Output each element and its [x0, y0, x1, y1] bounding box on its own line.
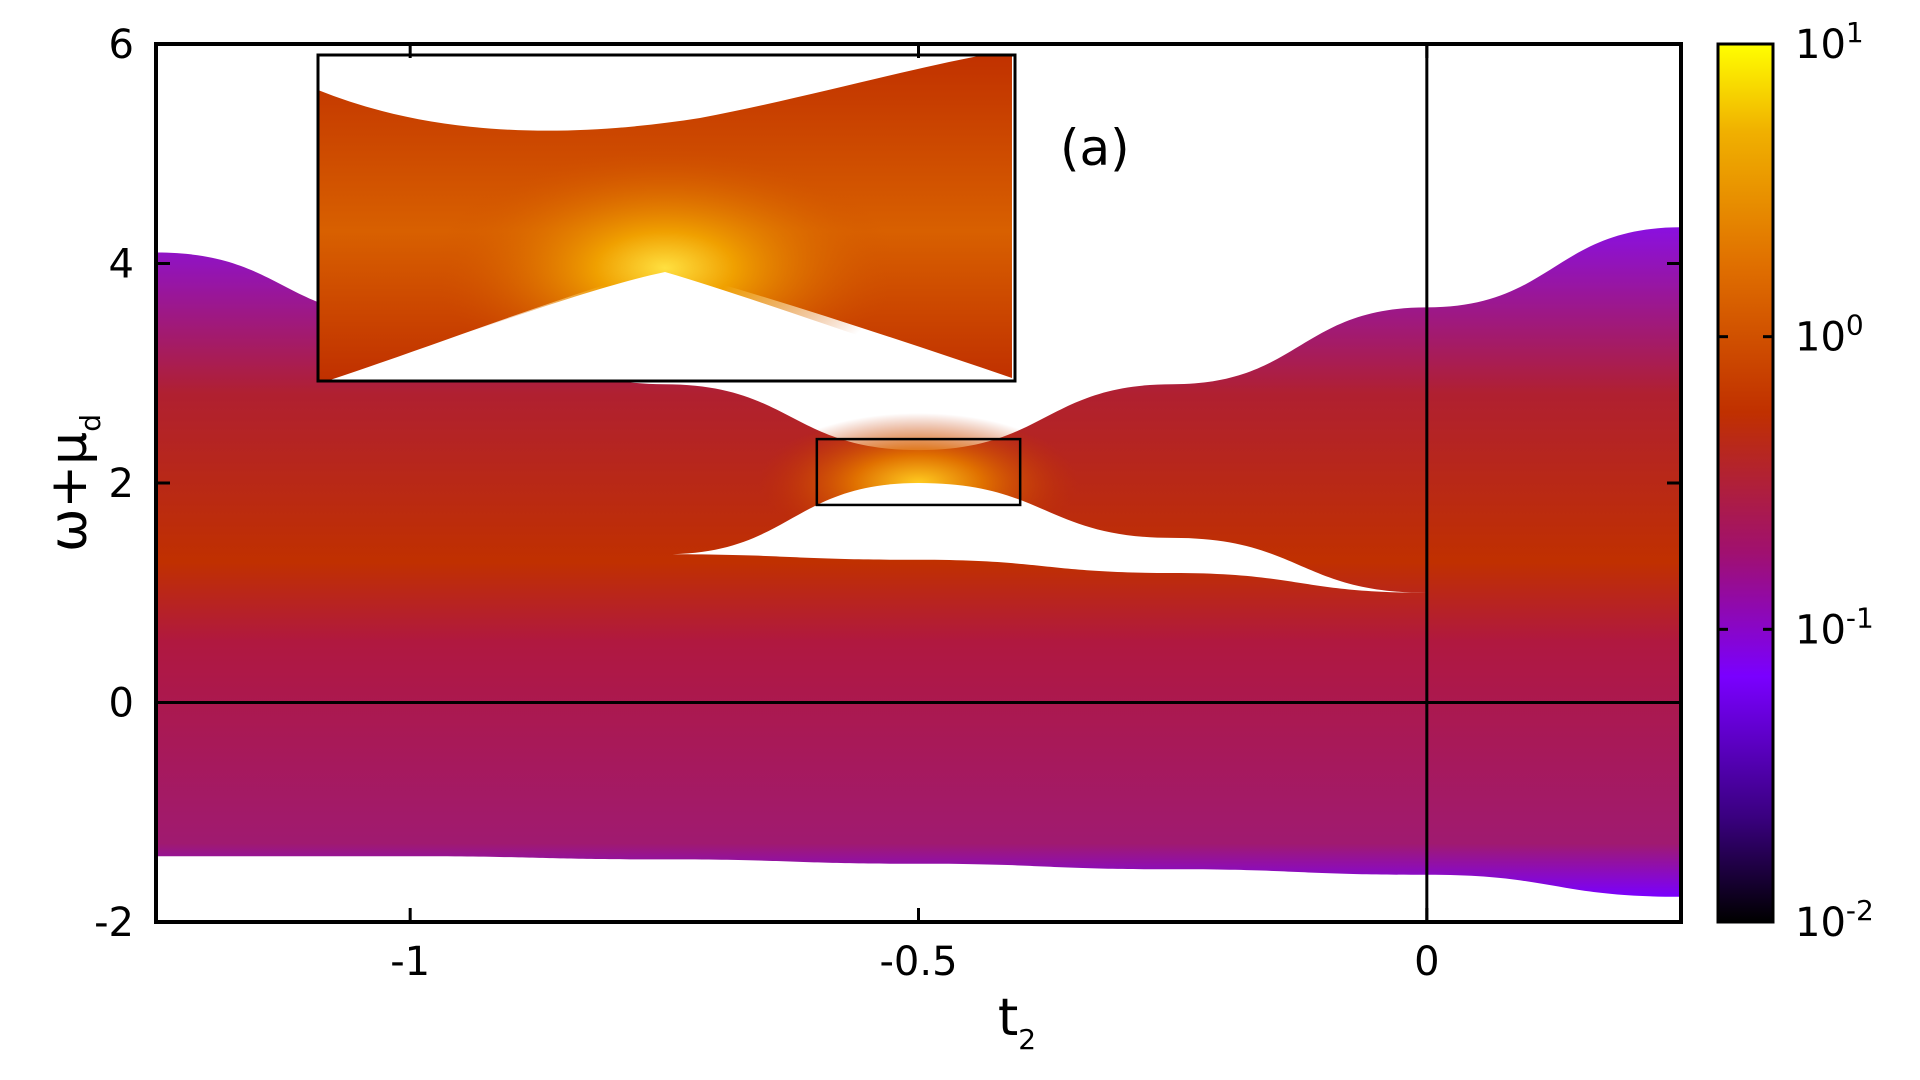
y-tick-label: -2: [94, 900, 134, 946]
colorbar-tick-label: 10-2: [1795, 894, 1874, 946]
x-axis: -1 -0.5 0: [390, 44, 1440, 985]
colorbar-gradient: [1716, 42, 1775, 924]
colorbar: 101 100 10-1 10-2: [1716, 16, 1874, 946]
spectral-gap: [664, 483, 1427, 593]
x-tick-label: -0.5: [879, 939, 957, 985]
inset: [316, 53, 1017, 383]
inset-gap: [318, 272, 1000, 381]
y-tick-label: 0: [109, 681, 134, 727]
y-axis: -2 0 2 4 6: [94, 22, 1681, 946]
x-tick-label: -1: [390, 939, 430, 985]
y-tick-label: 6: [109, 22, 134, 68]
y-tick-label: 4: [109, 242, 134, 288]
inset-frame: [316, 53, 1017, 383]
panel-label: (a): [1060, 119, 1130, 177]
x-axis-label: t2: [998, 988, 1036, 1056]
zoom-box: [815, 437, 1022, 507]
colorbar-tick-label: 10-1: [1795, 601, 1874, 653]
colorbar-ticks: 101 100 10-1 10-2: [1718, 16, 1874, 946]
x-tick-label: 0: [1414, 939, 1439, 985]
colorbar-tick-label: 100: [1795, 309, 1864, 361]
y-tick-label: 2: [109, 461, 134, 507]
colorbar-tick-label: 101: [1795, 16, 1864, 68]
plot-area: [156, 227, 1681, 897]
y-axis-label: ω+μd: [39, 414, 107, 552]
spectral-band: [156, 227, 1681, 897]
